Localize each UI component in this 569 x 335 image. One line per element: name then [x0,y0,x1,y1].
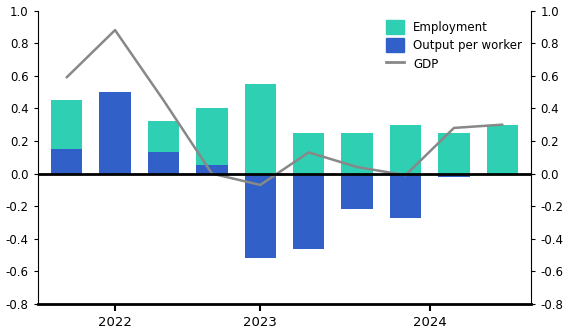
Bar [245,174,276,258]
Bar [245,84,276,174]
Bar [341,174,373,209]
Bar [293,174,324,249]
Bar [486,125,518,174]
GDP [63,75,70,79]
Bar [390,174,421,217]
Bar [438,174,469,177]
Bar [100,112,131,174]
Bar [100,92,131,174]
Bar [438,133,469,174]
GDP [499,123,506,127]
Bar [148,152,179,174]
Bar [390,125,421,174]
Bar [51,100,83,174]
Bar [341,133,373,174]
GDP [354,165,361,169]
Line: GDP: GDP [67,30,502,185]
Bar [196,165,228,174]
GDP [112,28,118,32]
Bar [148,121,179,174]
Bar [293,133,324,174]
GDP [160,98,167,102]
GDP [257,183,263,187]
Legend: Employment, Output per worker, GDP: Employment, Output per worker, GDP [382,16,526,74]
Bar [51,149,83,174]
GDP [208,172,215,176]
GDP [306,150,312,154]
Bar [196,108,228,174]
GDP [451,126,457,130]
GDP [402,173,409,177]
